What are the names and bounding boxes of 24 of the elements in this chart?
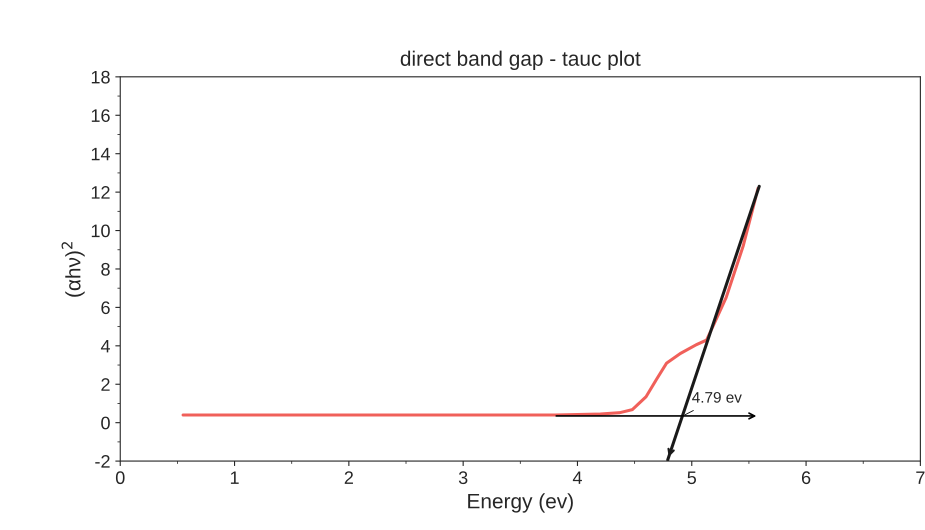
y-tick-label: 16 bbox=[92, 109, 110, 122]
y-tick-label: 8 bbox=[101, 262, 110, 276]
line-series bbox=[182, 186, 760, 417]
y-tick-label: 12 bbox=[92, 186, 110, 199]
annotation: 4.79 ev bbox=[692, 392, 742, 403]
x-tick-label: 4 bbox=[572, 471, 582, 484]
y-tick-label: 2 bbox=[101, 378, 110, 391]
x-axis-title: Energy (ev) bbox=[468, 493, 573, 513]
x-tick-label: 3 bbox=[458, 471, 468, 484]
y-axis-title: (αhν)$^{2}$ bbox=[62, 242, 85, 297]
x-tick-label: 5 bbox=[687, 471, 696, 484]
x-tick-label: 6 bbox=[802, 471, 810, 484]
x-tick-label: 0 bbox=[116, 471, 125, 484]
y-tick-label: 4 bbox=[100, 340, 110, 352]
x-tick-label: 2 bbox=[344, 471, 353, 484]
y-tick-label: 6 bbox=[101, 301, 110, 314]
y-tick-label: 0 bbox=[101, 416, 110, 430]
x-tick-label: 7 bbox=[916, 471, 924, 484]
y-tick-label: 10 bbox=[92, 224, 110, 238]
y-tick-label: -2 bbox=[95, 455, 110, 468]
x-tick-label: 1 bbox=[230, 471, 239, 484]
chart-title: direct band gap - tauc plot bbox=[400, 50, 641, 70]
y-tick-label: 14 bbox=[92, 148, 110, 160]
y-tick-label: 18 bbox=[92, 70, 110, 84]
